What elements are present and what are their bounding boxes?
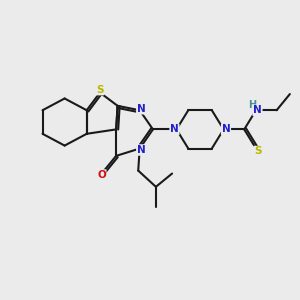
Text: N: N: [137, 104, 146, 114]
Text: H: H: [248, 100, 256, 110]
Text: O: O: [97, 170, 106, 180]
Text: S: S: [96, 85, 104, 94]
Text: N: N: [222, 124, 230, 134]
Text: N: N: [170, 124, 179, 134]
Text: N: N: [253, 105, 262, 115]
Text: S: S: [254, 146, 262, 157]
Text: N: N: [137, 145, 146, 155]
